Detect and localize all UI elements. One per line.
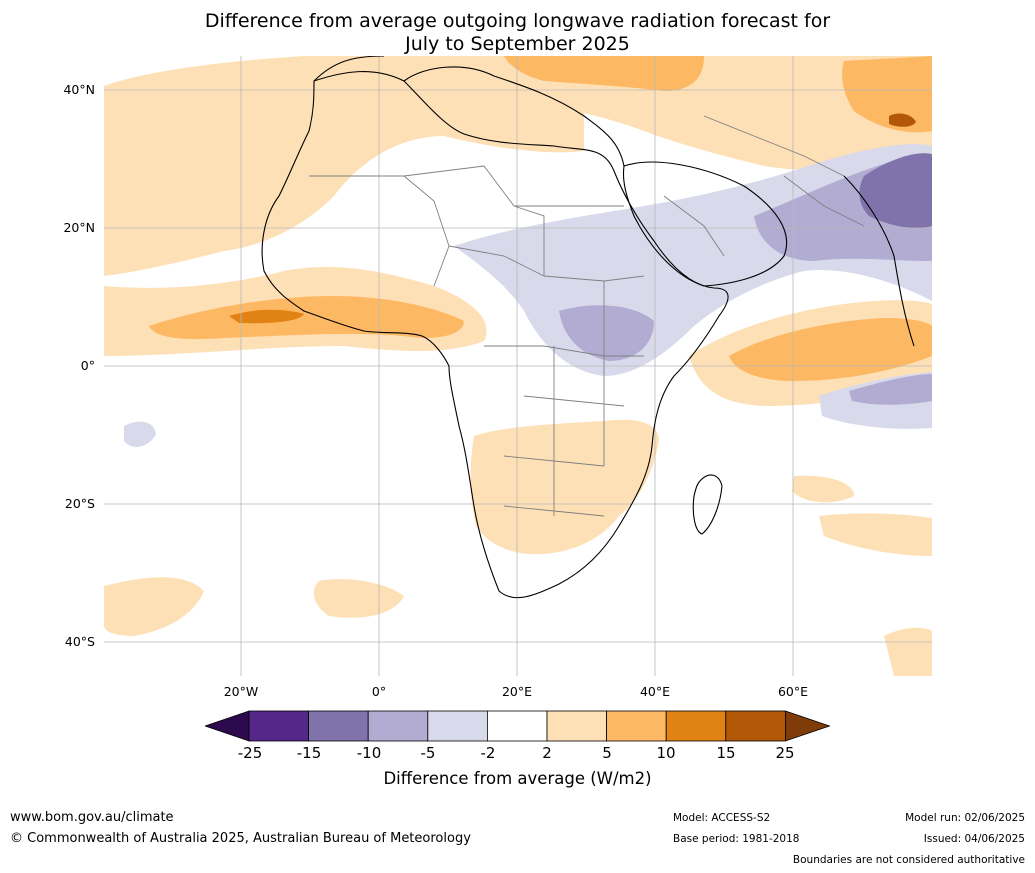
colorbar-cell [427,710,488,742]
lon-label-60e: 60°E [777,684,809,699]
madagascar-coastline [692,474,723,535]
anomaly-shading [104,56,932,676]
anomaly-region-india-strong-negative [859,153,932,228]
anomaly-region-arabian-sea-moderate [729,318,932,381]
colorbar-extend-high [785,710,830,742]
colorbar-tick: -25 [237,744,263,762]
colorbar-tick: -15 [296,744,322,762]
colorbar-cell [665,710,727,742]
arabia-coastline [622,161,788,287]
colorbar [205,710,830,742]
anomaly-region-north-moderate [504,56,704,91]
lat-label-20s: 20°S [64,496,95,511]
colorbar-extend-low [205,710,250,742]
colorbar-tick: 5 [602,744,612,762]
colorbar-tick: -5 [420,744,436,762]
anomaly-region-south-indian-moderate [849,374,932,405]
anomaly-region-south-atlantic-positive [104,577,204,636]
anomaly-region-northeast-strong [889,113,916,127]
lon-label-0: 0° [371,684,387,699]
map-panel [104,56,932,676]
anomaly-region-northeast-moderate [842,56,932,133]
graticule [104,56,932,676]
footer-model-run: Model run: 02/06/2025 [905,812,1025,824]
footer-disclaimer: Boundaries are not considered authoritat… [792,854,1025,866]
colorbar-label: Difference from average (W/m2) [383,769,652,788]
lon-label-20e: 20°E [501,684,533,699]
anomaly-region-gulf-of-guinea-negative [124,421,156,447]
country-borders [309,115,865,517]
colorbar-cell [308,710,369,742]
colorbar-tick: 10 [656,744,676,762]
colorbar-cell [725,710,786,742]
lat-label-20n: 20°N [63,220,95,235]
footer-issued: Issued: 04/06/2025 [923,833,1025,845]
footer-model: Model: ACCESS-S2 [673,812,771,824]
title-line-2: July to September 2025 [405,33,630,55]
india-coastline [843,175,915,347]
colorbar-tick: -2 [480,744,496,762]
colorbar-cell [546,710,607,742]
anomaly-region-southeast-small [819,513,932,556]
anomaly-region-southeast-corner [884,627,932,676]
anomaly-region-west-africa-moderate [149,296,464,340]
anomaly-region-south-atlantic-small [313,579,404,618]
coastlines [261,56,915,599]
chart-title: Difference from average outgoing longwav… [0,10,1035,56]
lat-label-40n: 40°N [63,82,95,97]
lat-label-40s: 40°S [64,634,95,649]
anomaly-region-southern-africa-positive [470,419,659,555]
colorbar-tick: 2 [542,744,552,762]
colorbar-cell [248,710,309,742]
colorbar-tick: -10 [356,744,382,762]
africa-coastline [261,71,729,599]
europe-coastline [313,56,625,167]
colorbar-cell [606,710,667,742]
colorbar-cell [486,710,548,742]
colorbar-cell [367,710,429,742]
anomaly-region-southeast-positive [792,475,854,503]
footer-website: www.bom.gov.au/climate [10,810,174,825]
anomaly-region-west-africa-strong [229,309,304,324]
title-line-1: Difference from average outgoing longwav… [204,10,831,32]
anomaly-map [104,56,932,676]
lat-label-equator: 0° [80,358,95,373]
footer-base-period: Base period: 1981-2018 [673,833,800,845]
lon-label-40e: 40°E [639,684,671,699]
footer-copyright: © Commonwealth of Australia 2025, Austra… [10,831,471,846]
lon-label-20w: 20°W [223,684,259,699]
colorbar-tick: 15 [716,744,736,762]
colorbar-tick: 25 [775,744,795,762]
anomaly-region-east-africa-negative [559,305,654,361]
anomaly-region-northwest-positive [104,56,584,276]
